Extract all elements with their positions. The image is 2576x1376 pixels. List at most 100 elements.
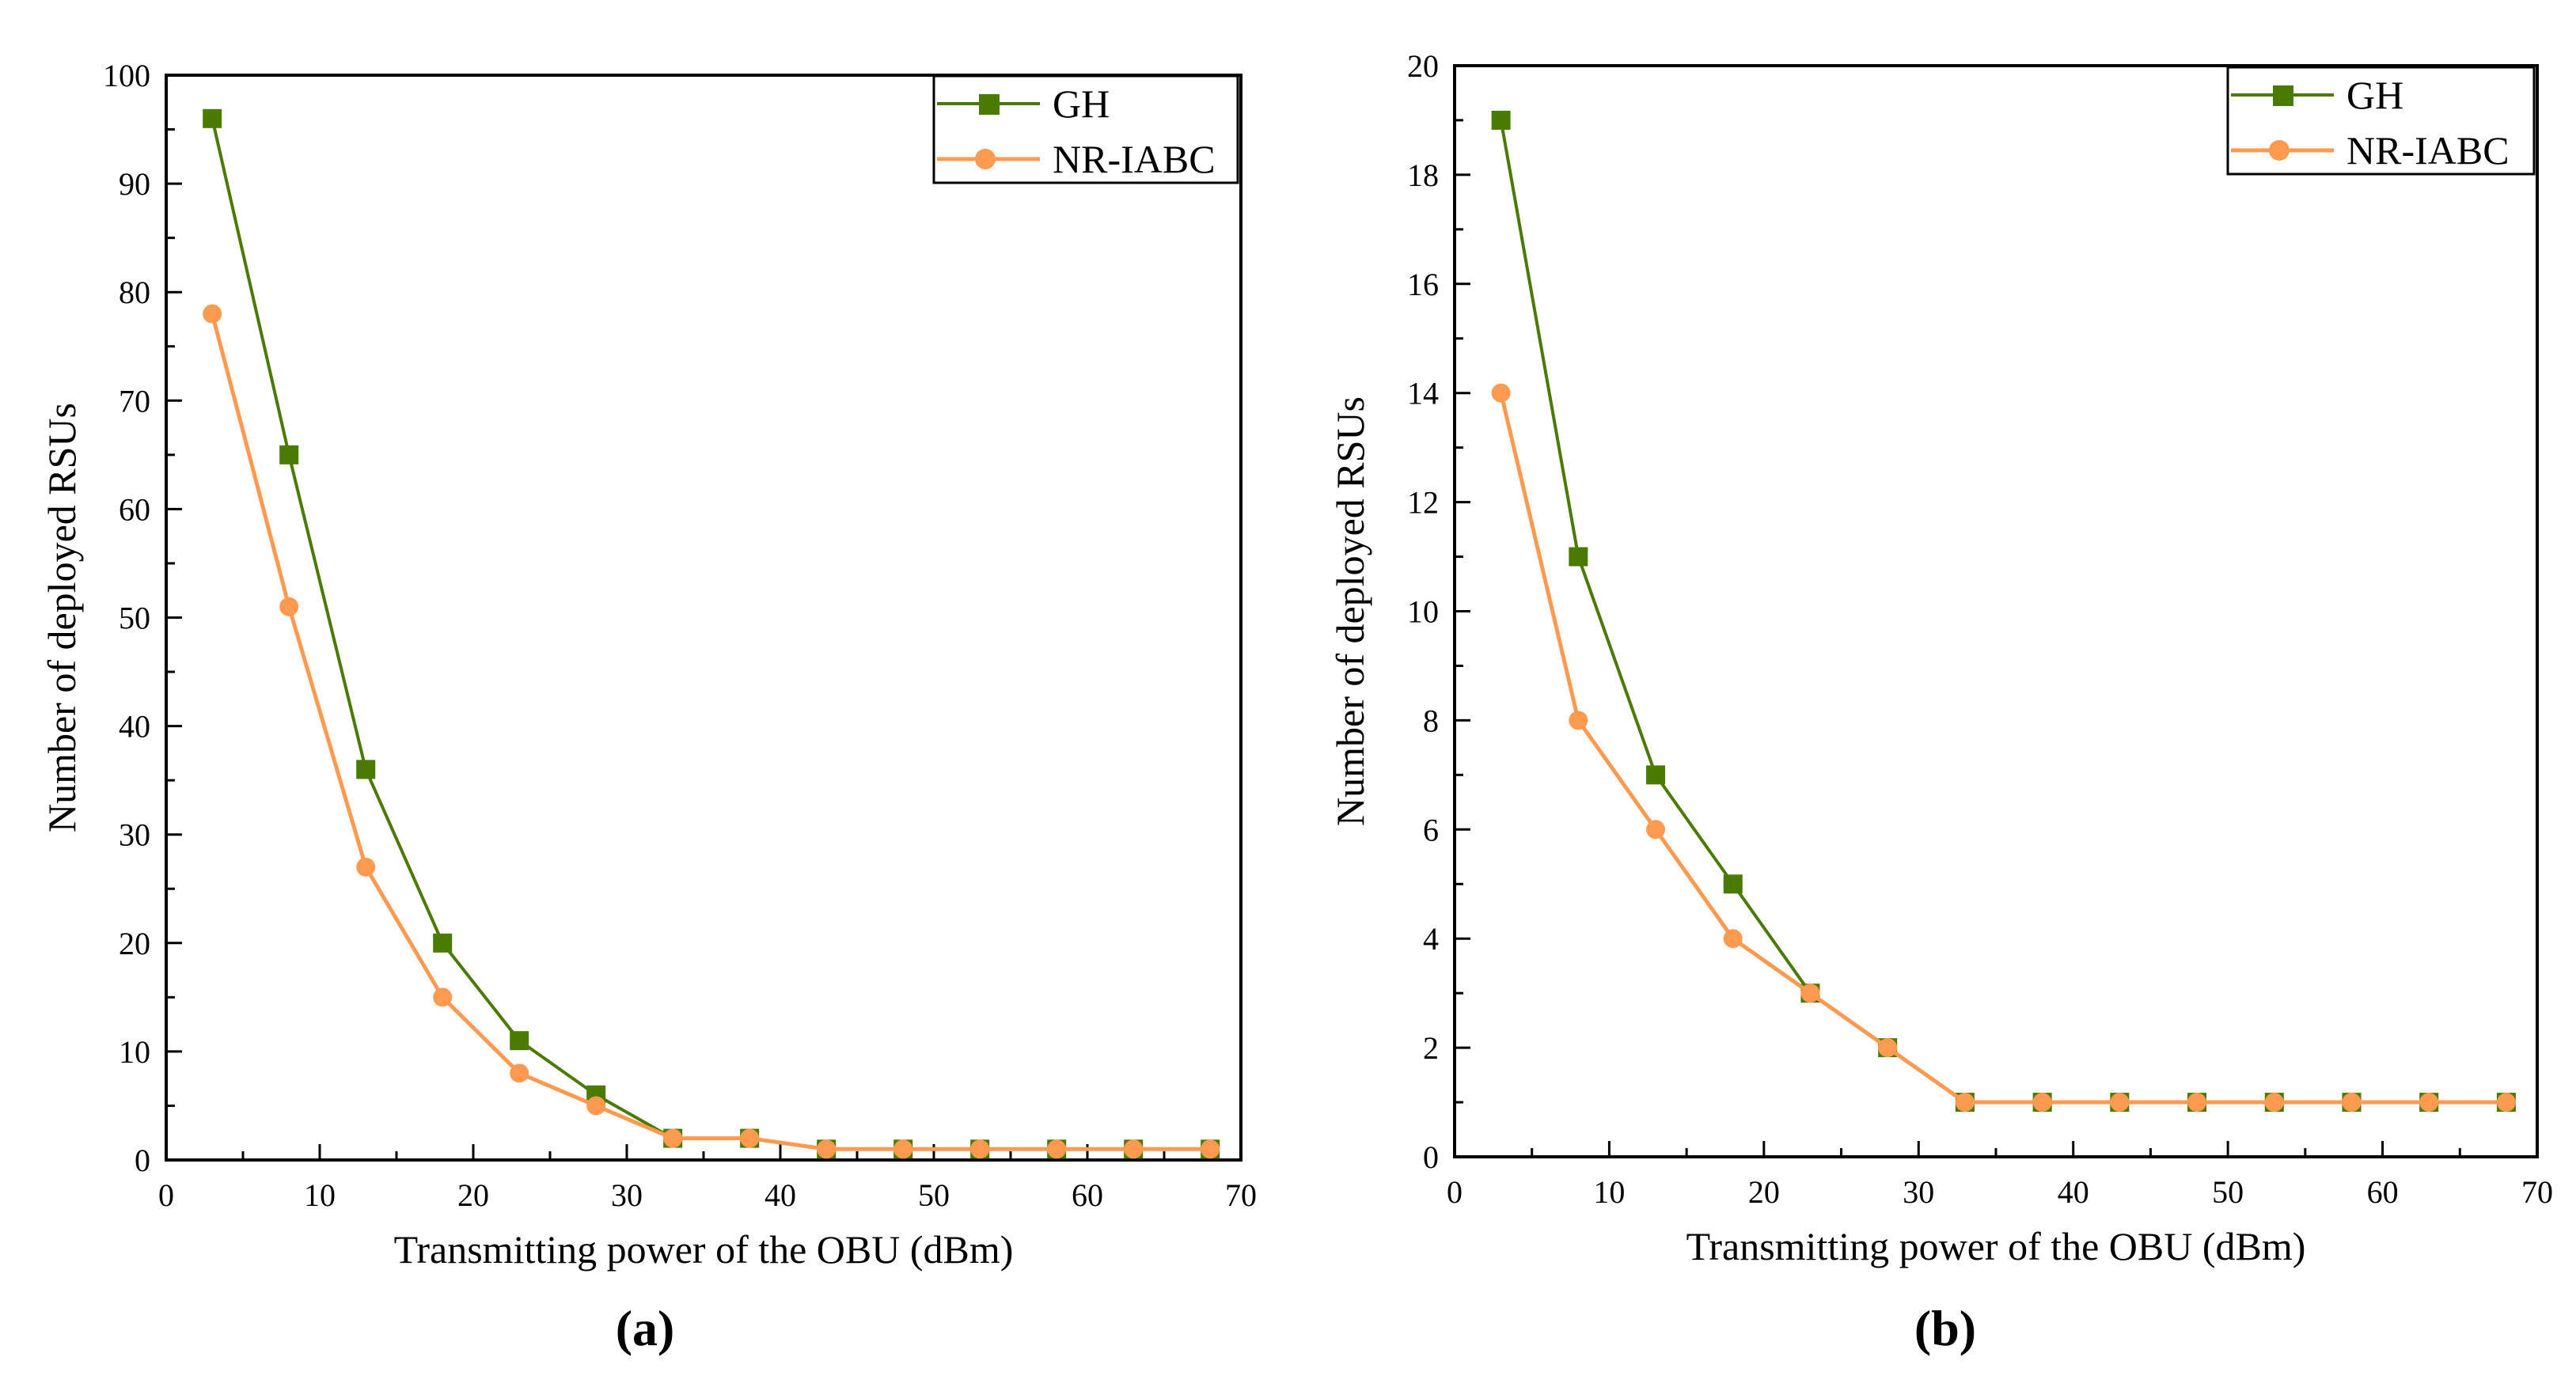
- data-point: [203, 304, 222, 324]
- data-point: [1800, 984, 1820, 1003]
- y-tick-label: 100: [103, 58, 150, 93]
- data-point: [1201, 1139, 1220, 1159]
- data-point: [817, 1139, 837, 1159]
- y-tick-label: 14: [1407, 376, 1439, 411]
- series-gh: [1491, 110, 2516, 1113]
- y-tick-label: 0: [1423, 1139, 1439, 1175]
- data-point: [970, 1139, 990, 1159]
- y-tick-label: 16: [1407, 267, 1439, 302]
- data-point: [1723, 874, 1743, 894]
- y-tick-label: 40: [119, 709, 150, 745]
- x-axis-label: Transmitting power of the OBU (dBm): [394, 1227, 1014, 1272]
- y-tick-label: 8: [1423, 703, 1439, 738]
- series-gh: [203, 108, 1220, 1159]
- x-tick-label: 30: [611, 1177, 643, 1213]
- data-point: [2264, 1093, 2284, 1113]
- series-line: [1499, 119, 2506, 1105]
- y-tick-label: 0: [135, 1143, 150, 1178]
- data-point: [279, 445, 299, 464]
- series-line: [211, 118, 1211, 1151]
- data-point: [663, 1128, 683, 1148]
- y-tick-label: 10: [119, 1034, 150, 1070]
- data-point: [510, 1031, 529, 1051]
- data-point: [356, 857, 376, 877]
- x-tick-label: 10: [1593, 1174, 1625, 1210]
- data-point: [1646, 820, 1666, 840]
- data-point: [586, 1096, 606, 1116]
- legend-marker-circle: [975, 149, 996, 169]
- panel-label: (b): [1914, 1300, 1976, 1356]
- legend-marker-square: [979, 94, 1000, 115]
- series-nr-iabc: [203, 304, 1220, 1159]
- chart-panel-b: 0 10 20 30 40 50 60 70 0 2 4 6 8 10 12 14 16 18 20 Transmit…: [1328, 48, 2553, 1356]
- y-tick-label: 90: [119, 166, 150, 202]
- x-axis-label: Transmitting power of the OBU (dBm): [1686, 1224, 2306, 1268]
- series-line: [210, 313, 1211, 1151]
- y-tick-label: 12: [1407, 485, 1439, 521]
- x-tick-label: 70: [1225, 1177, 1257, 1213]
- data-point: [1491, 383, 1511, 403]
- y-tick-label: 80: [119, 275, 150, 310]
- data-point: [2496, 1093, 2516, 1113]
- legend: GH NR-IABC: [2226, 66, 2536, 176]
- y-axis-label: Number of deployed RSUs: [40, 403, 84, 832]
- y-tick-label: 30: [119, 817, 150, 853]
- data-point: [2032, 1093, 2052, 1113]
- y-tick-label: 20: [1407, 48, 1439, 84]
- y-tick-label: 6: [1423, 812, 1439, 847]
- data-point: [1047, 1139, 1067, 1159]
- data-point: [1124, 1139, 1144, 1159]
- series-line: [1499, 392, 2506, 1105]
- x-tick-label: 0: [158, 1177, 174, 1213]
- x-tick-label: 50: [2212, 1174, 2244, 1210]
- data-point: [356, 760, 376, 779]
- chart-panel-a: 0 10 20 30 40 50 60 70 0 10 20 30 40 50 60 70 80 90 100 Tra…: [40, 58, 1257, 1356]
- legend-label: GH: [2346, 73, 2403, 117]
- y-tick-label: 10: [1407, 594, 1439, 630]
- data-point: [1955, 1093, 1975, 1113]
- legend: GH NR-IABC: [932, 74, 1239, 184]
- legend-item-gh: GH: [2231, 73, 2403, 117]
- legend-item-nr-iabc: NR-IABC: [2231, 128, 2510, 172]
- data-point: [510, 1063, 529, 1083]
- data-point: [1878, 1038, 1898, 1058]
- data-point: [1569, 711, 1588, 730]
- data-point: [2187, 1093, 2207, 1113]
- data-point: [203, 108, 222, 128]
- legend-marker-square: [2273, 85, 2293, 106]
- x-tick-label: 60: [1072, 1177, 1103, 1213]
- x-tick-label: 20: [1748, 1174, 1780, 1210]
- series-nr-iabc: [1491, 383, 2516, 1113]
- y-tick-label: 60: [119, 491, 150, 527]
- legend-item-nr-iabc: NR-IABC: [937, 137, 1216, 181]
- data-point: [279, 597, 299, 616]
- x-tick-label: 10: [304, 1177, 336, 1213]
- x-tick-label: 0: [1447, 1174, 1463, 1210]
- data-point: [433, 933, 453, 953]
- legend-label: NR-IABC: [2346, 128, 2510, 172]
- x-tick-label: 70: [2521, 1174, 2553, 1210]
- legend-item-gh: GH: [937, 81, 1110, 126]
- data-point: [2342, 1093, 2362, 1113]
- y-tick-label: 50: [119, 601, 150, 636]
- data-point: [893, 1139, 913, 1159]
- y-tick-label: 20: [119, 926, 150, 961]
- legend-marker-circle: [2269, 140, 2290, 161]
- data-point: [1569, 547, 1588, 567]
- data-point: [2419, 1093, 2439, 1113]
- legend-label: GH: [1053, 81, 1110, 126]
- plot-frame: [1453, 64, 2539, 1158]
- x-tick-label: 20: [457, 1177, 489, 1213]
- legend-box: [932, 74, 1239, 184]
- x-tick-label: 40: [2058, 1174, 2089, 1210]
- data-point: [1723, 929, 1743, 949]
- legend-label: NR-IABC: [1053, 137, 1216, 181]
- x-tick-label: 40: [764, 1177, 796, 1213]
- data-point: [1491, 110, 1511, 130]
- data-point: [433, 987, 453, 1007]
- data-point: [2110, 1093, 2130, 1113]
- y-tick-label: 70: [119, 383, 150, 419]
- data-point: [740, 1128, 760, 1148]
